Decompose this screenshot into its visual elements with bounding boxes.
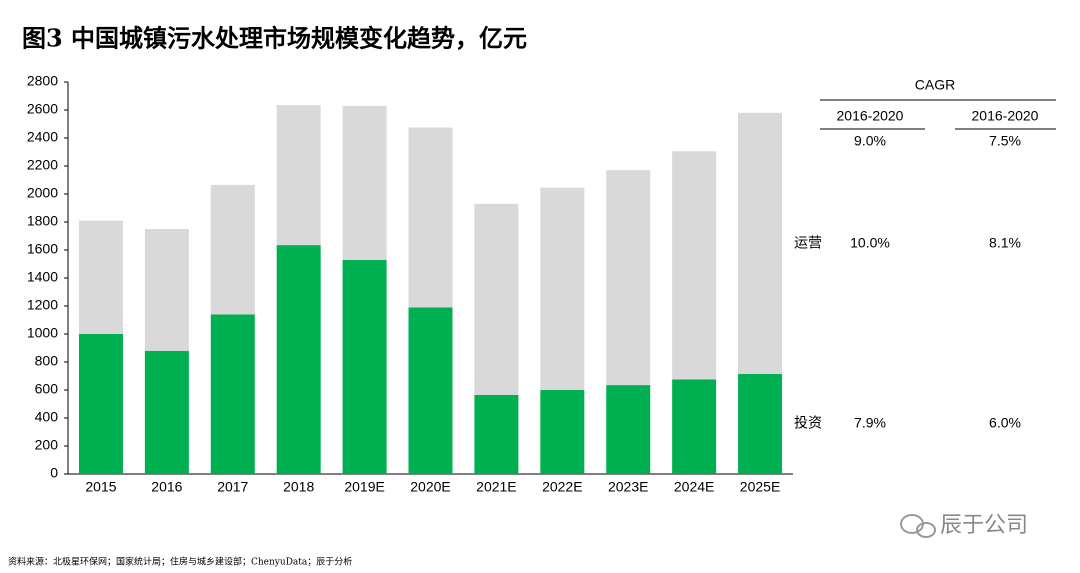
x-tick-label: 2017 [217,479,248,495]
table-cell: 9.0% [854,133,886,149]
bar-segment [276,245,321,474]
column-header: 2016-2020 [972,108,1039,124]
bar-segment [342,105,387,260]
bar-segment [606,385,651,474]
bar-segment [78,334,123,474]
y-tick-label: 400 [35,409,59,425]
table-cell: 10.0% [850,235,890,251]
bar-segment [672,379,717,474]
y-tick-label: 1200 [27,297,58,313]
source: 资料来源：北极星环保网；国家统计局；住房与城乡建设部；ChenyuData；辰于… [8,556,352,568]
bar-segment [540,187,585,390]
watermark: 辰于公司 [940,512,1028,537]
x-tick-label: 2021E [476,479,516,495]
x-tick-label: 2025E [740,479,780,495]
bar-segment [474,394,519,474]
x-tick-label: 2019E [344,479,384,495]
bar-segment [738,112,783,374]
y-tick-label: 2600 [27,101,58,117]
x-tick-label: 2018 [283,479,314,495]
bar-segment [210,314,255,474]
y-tick-label: 2800 [27,73,58,89]
y-tick-label: 2400 [27,129,58,145]
bar-segment [474,203,519,395]
y-tick-label: 1000 [27,325,58,341]
watermark-icon [900,514,936,538]
bar-segment [738,373,783,474]
bar-segment [144,350,189,474]
bar-segment [276,105,321,246]
chart-title: 图3 中国城镇污水处理市场规模变化趋势，亿元 [22,24,527,53]
row-label: 运营 [794,235,822,251]
y-tick-label: 2200 [27,157,58,173]
bar-segment [540,390,585,474]
y-tick-label: 1600 [27,241,58,257]
column-header: 2016-2020 [837,108,904,124]
x-tick-label: 2015 [85,479,116,495]
x-tick-label: 2024E [674,479,714,495]
y-tick-label: 600 [35,381,59,397]
table-cell: 6.0% [989,415,1021,431]
y-tick-label: 0 [50,465,58,481]
x-tick-label: 2023E [608,479,648,495]
bar-segment [408,127,453,308]
y-tick-label: 2000 [27,185,58,201]
table-cell: 7.5% [989,133,1021,149]
bar-segment [144,229,189,351]
y-tick-label: 800 [35,353,59,369]
y-tick-label: 1400 [27,269,58,285]
x-tick-label: 2022E [542,479,582,495]
bar-segment [342,259,387,474]
bar-segment [210,184,255,315]
y-tick-label: 1800 [27,213,58,229]
bar-segment [606,170,651,386]
x-tick-label: 2020E [410,479,450,495]
x-tick-label: 2016 [151,479,182,495]
bar-segment [408,307,453,474]
row-label: 投资 [794,415,822,431]
table-cell: 8.1% [989,235,1021,251]
y-tick-label: 200 [35,437,59,453]
bar-segment [672,151,717,380]
bar-segment [78,220,123,334]
table-title: CAGR [915,77,955,93]
table-cell: 7.9% [854,415,886,431]
